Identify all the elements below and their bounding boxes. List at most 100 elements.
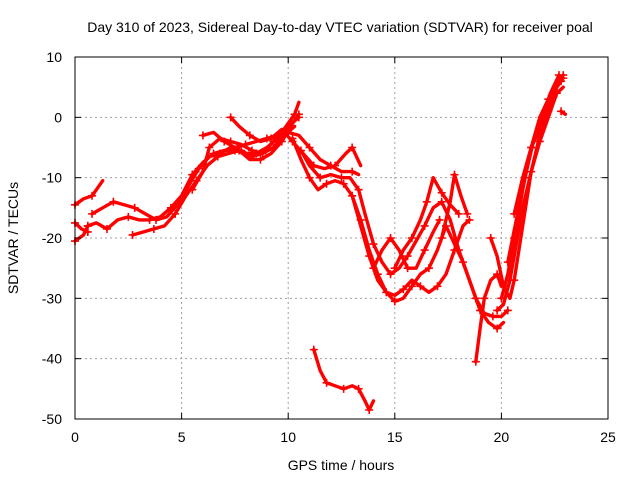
data-point-marker [171, 209, 180, 218]
data-point-marker [245, 131, 254, 140]
data-point-marker [559, 74, 568, 83]
data-point-marker [348, 143, 357, 152]
data-point-marker [399, 285, 408, 294]
y-tick-label: -50 [42, 411, 62, 427]
data-point-marker [220, 137, 229, 146]
data-point-marker [390, 264, 399, 273]
series-track-18 [495, 85, 565, 313]
data-point-marker [354, 384, 363, 393]
data-point-marker [305, 173, 314, 182]
data-point-marker [493, 306, 502, 315]
data-point-marker [365, 405, 374, 414]
y-tick-label: -20 [42, 230, 62, 246]
data-point-marker [124, 212, 133, 221]
data-point-marker [88, 209, 97, 218]
data-point-marker [331, 161, 340, 170]
data-point-marker [322, 378, 331, 387]
data-point-marker [437, 234, 446, 242]
y-axis-label: SDTVAR / TECUs [5, 182, 21, 294]
data-point-marker [454, 209, 463, 218]
data-point-marker [422, 197, 431, 206]
x-tick-label: 20 [494, 429, 510, 445]
x-axis-label: GPS time / hours [288, 457, 395, 473]
data-point-marker [290, 110, 299, 119]
y-tick-label: -30 [42, 290, 62, 306]
data-point-marker [226, 113, 235, 122]
data-point-marker [288, 134, 297, 143]
data-point-marker [309, 345, 318, 354]
data-point-marker [465, 215, 474, 224]
data-point-marker [88, 191, 97, 200]
data-point-marker [510, 209, 519, 218]
data-point-marker [535, 137, 544, 146]
data-point-marker [205, 143, 214, 152]
axes-ticks: 0 5 10 15 20 25 -50 -40 -30 -20 -10 0 10 [42, 49, 616, 445]
data-point-marker [403, 264, 412, 273]
data-point-marker [554, 71, 563, 80]
data-point-marker [83, 221, 92, 230]
data-point-marker [480, 294, 489, 303]
x-tick-label: 25 [600, 429, 616, 445]
data-point-marker [354, 185, 363, 194]
data-point-marker [420, 221, 429, 230]
data-point-marker [437, 197, 446, 206]
data-point-marker [369, 264, 378, 273]
data-point-marker [527, 143, 536, 152]
data-point-marker [407, 282, 416, 291]
data-point-marker [339, 179, 348, 188]
data-point-marker [365, 252, 374, 261]
data-point-marker [305, 143, 314, 152]
data-point-marker [450, 246, 459, 255]
data-point-marker [152, 215, 161, 224]
data-point-marker [463, 209, 472, 218]
data-point-marker [213, 152, 222, 161]
y-tick-label: 0 [54, 109, 62, 125]
series-group [71, 71, 568, 414]
data-point-marker [369, 240, 378, 249]
series-track-8 [201, 130, 361, 177]
data-point-marker [348, 167, 357, 176]
data-point-marker [109, 197, 118, 206]
data-point-marker [503, 306, 512, 315]
data-point-marker [390, 297, 399, 306]
data-point-marker [102, 224, 111, 233]
series-track-1 [73, 178, 105, 207]
data-point-marker [424, 264, 433, 273]
data-point-marker [241, 140, 250, 149]
data-point-marker [188, 185, 197, 194]
data-point-marker [267, 134, 276, 143]
data-point-marker [316, 173, 325, 182]
data-point-marker [407, 234, 416, 242]
data-point-marker [486, 234, 495, 242]
data-point-marker [450, 170, 459, 179]
data-point-marker [149, 224, 158, 233]
data-point-marker [493, 324, 502, 333]
data-point-marker [403, 252, 412, 261]
series-track-2 [73, 224, 90, 243]
data-point-marker [437, 188, 446, 197]
data-point-marker [497, 294, 506, 303]
x-tick-label: 5 [178, 429, 186, 445]
data-point-marker [337, 173, 346, 182]
data-point-marker [194, 164, 203, 173]
data-point-marker [348, 191, 357, 200]
data-point-marker [435, 215, 444, 224]
data-point-marker [416, 282, 425, 291]
data-point-marker [420, 246, 429, 255]
data-point-marker [256, 155, 265, 164]
chart-title: Day 310 of 2023, Sidereal Day-to-day VTE… [87, 19, 593, 35]
data-point-marker [339, 384, 348, 393]
data-point-marker [471, 357, 480, 366]
data-point-marker [459, 258, 468, 267]
series-track-12 [350, 194, 472, 297]
data-point-marker [382, 288, 391, 297]
data-point-marker [198, 131, 207, 140]
data-point-marker [386, 270, 395, 279]
data-point-marker [128, 230, 137, 239]
data-point-marker [488, 312, 497, 321]
y-tick-label: -10 [42, 170, 62, 186]
series-track-7 [190, 100, 301, 192]
data-point-marker [277, 137, 286, 146]
